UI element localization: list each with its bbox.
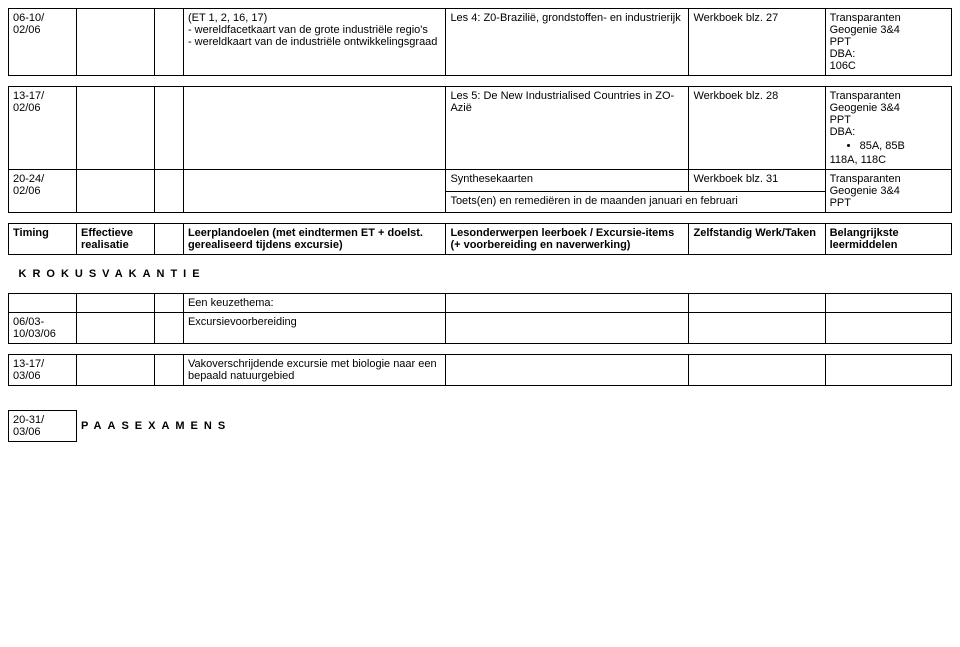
- cell-empty: [154, 9, 183, 76]
- cell-empty: [154, 313, 183, 344]
- cell-toets: Toets(en) en remediëren in de maanden ja…: [446, 191, 825, 213]
- belang-post: 118A, 118C: [830, 154, 886, 166]
- cell-real: [77, 294, 155, 313]
- table-row: 13-17/02/06 Les 5: De New Industrialised…: [9, 87, 952, 170]
- header-les: Lesonderwerpen leerboek / Excursie-items…: [446, 224, 689, 255]
- belang-list: 85A, 85B: [860, 140, 947, 152]
- cell-belang: [825, 294, 951, 313]
- header-empty: [154, 224, 183, 255]
- cell-zelf: Werkboek blz. 27: [689, 9, 825, 76]
- cell-les: [446, 294, 689, 313]
- schedule-table: 06-10/02/06 (ET 1, 2, 16, 17)- wereldfac…: [8, 8, 952, 442]
- cell-zelf: [689, 294, 825, 313]
- table-row: 13-17/03/06 Vakoverschrijdende excursie …: [9, 355, 952, 386]
- cell-belang: Transparanten Geogenie 3&4PPTDBA: 85A, 8…: [825, 87, 951, 170]
- cell-real: [77, 9, 155, 76]
- section-label: KROKUSVAKANTIE: [19, 268, 206, 280]
- cell-belang: [825, 313, 951, 344]
- cell-belang: Transparanten Geogenie 3&4PPTDBA:106C: [825, 9, 951, 76]
- cell-timing: 06/03-10/03/06: [9, 313, 77, 344]
- cell-timing: 20-24/02/06: [9, 170, 77, 213]
- cell-timing: 13-17/02/06: [9, 87, 77, 170]
- cell-doel: [183, 170, 445, 213]
- cell-doel: [183, 87, 445, 170]
- table-row: 20-24/02/06 Synthesekaarten Werkboek blz…: [9, 170, 952, 192]
- cell-zelf: [689, 355, 825, 386]
- exam-label: PAASEXAMENS: [81, 420, 231, 432]
- cell-les: Les 5: De New Industrialised Countries i…: [446, 87, 689, 170]
- exam-row: 20-31/03/06 PAASEXAMENS: [9, 411, 952, 442]
- cell-real: [77, 87, 155, 170]
- cell-timing: [9, 294, 77, 313]
- table-row: 06/03-10/03/06 Excursievoorbereiding: [9, 313, 952, 344]
- cell-zelf: [689, 313, 825, 344]
- table-row: Een keuzethema:: [9, 294, 952, 313]
- cell-real: [77, 355, 155, 386]
- cell-zelf: Werkboek blz. 28: [689, 87, 825, 170]
- cell-zelf: Werkboek blz. 31: [689, 170, 825, 192]
- header-real: Effectieve realisatie: [77, 224, 155, 255]
- cell-empty: [154, 170, 183, 213]
- cell-real: [77, 313, 155, 344]
- table-row: 06-10/02/06 (ET 1, 2, 16, 17)- wereldfac…: [9, 9, 952, 76]
- cell-doel: (ET 1, 2, 16, 17)- wereldfacetkaart van …: [183, 9, 445, 76]
- header-doel: Leerplandoelen (met eindtermen ET + doel…: [183, 224, 445, 255]
- header-timing: Timing: [9, 224, 77, 255]
- cell-empty: [154, 87, 183, 170]
- belang-pre: Transparanten Geogenie 3&4PPTDBA:: [830, 90, 901, 138]
- cell-empty: [154, 355, 183, 386]
- cell-belang: [825, 355, 951, 386]
- cell-belang: Transparanten Geogenie 3&4PPT: [825, 170, 951, 213]
- header-belang: Belangrijkste leermiddelen: [825, 224, 951, 255]
- cell-doel: Een keuzethema:: [183, 294, 445, 313]
- cell-doel: Excursievoorbereiding: [183, 313, 445, 344]
- cell-doel: Vakoverschrijdende excursie met biologie…: [183, 355, 445, 386]
- cell-les: [446, 313, 689, 344]
- cell-les: [446, 355, 689, 386]
- cell-real: [77, 170, 155, 213]
- cell-timing: 20-31/03/06: [9, 411, 77, 442]
- header-zelf: Zelfstandig Werk/Taken: [689, 224, 825, 255]
- cell-timing: 06-10/02/06: [9, 9, 77, 76]
- cell-les: Synthesekaarten: [446, 170, 689, 192]
- table-header-row: Timing Effectieve realisatie Leerplandoe…: [9, 224, 952, 255]
- section-row: KROKUSVAKANTIE: [9, 265, 952, 283]
- cell-empty: [154, 294, 183, 313]
- belang-item: 85A, 85B: [860, 140, 947, 152]
- cell-timing: 13-17/03/06: [9, 355, 77, 386]
- cell-les: Les 4: Z0-Brazilië, grondstoffen- en ind…: [446, 9, 689, 76]
